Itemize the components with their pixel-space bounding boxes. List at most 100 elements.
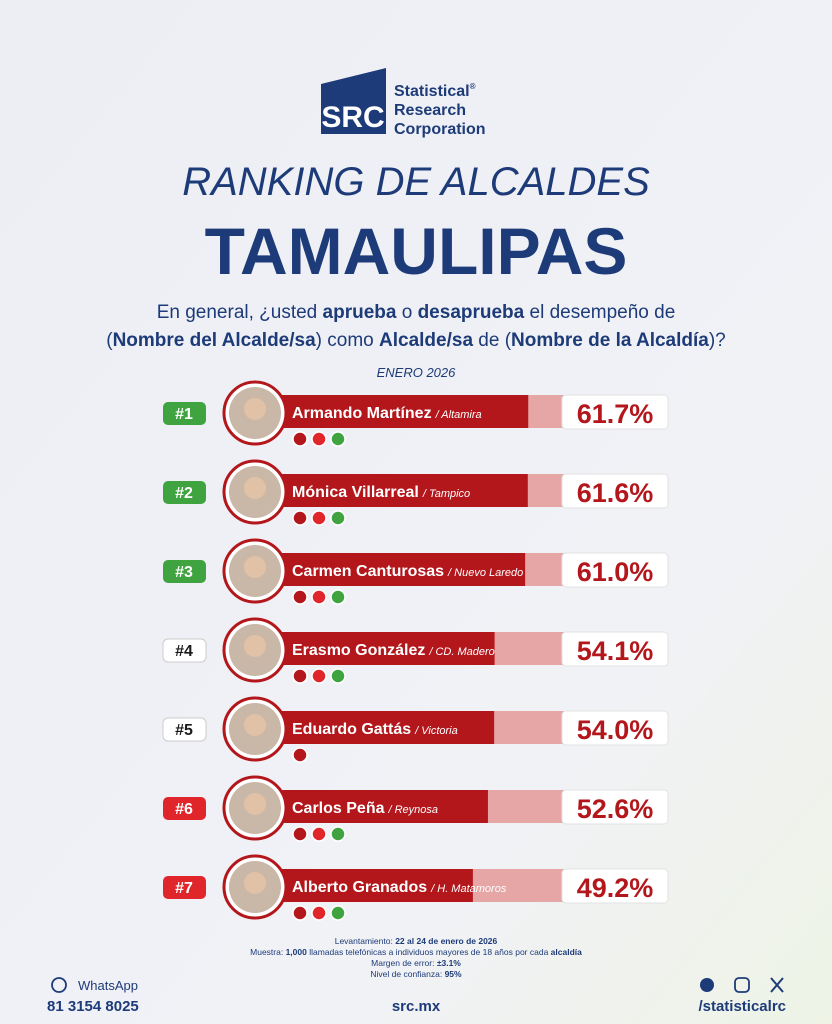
text-segment: 1,000 (286, 947, 308, 957)
state-title: TAMAULIPAS (205, 214, 628, 288)
text-segment: ±3.1% (437, 958, 461, 968)
photo-face (244, 398, 266, 420)
text-segment: de ( (473, 330, 512, 351)
text-segment: ) como (316, 330, 379, 351)
website[interactable]: src.mx (392, 998, 441, 1015)
party-icon (292, 905, 308, 921)
text-line: Levantamiento: 22 al 24 de enero de 2026 (335, 936, 498, 946)
city: / Tampico (422, 488, 470, 500)
title: RANKING DE ALCALDES (182, 160, 650, 204)
facebook-icon[interactable] (700, 978, 714, 992)
party-icon (311, 431, 327, 447)
party-icon (330, 589, 346, 605)
footer: WhatsApp 81 3154 8025 src.mx /statistica… (47, 977, 786, 1015)
city: / CD. Madero (428, 646, 494, 658)
bar (255, 553, 526, 586)
x-icon[interactable] (770, 977, 784, 993)
photo-face (244, 556, 266, 578)
mayor-name: Carlos Peña / Reynosa (292, 800, 438, 817)
photo-face (244, 477, 266, 499)
text-segment: Margen de error: (371, 958, 437, 968)
party-icon (311, 905, 327, 921)
logo-name: Statistical® (394, 82, 476, 100)
bar (255, 869, 473, 902)
text-segment: el desempeño de (524, 302, 675, 323)
logo-box (321, 68, 386, 134)
text-segment: alcaldía (551, 947, 582, 957)
text-segment: Levantamiento: (335, 936, 395, 946)
whatsapp-icon (51, 977, 67, 993)
rank-badge (163, 560, 206, 583)
instagram-icon[interactable] (734, 977, 750, 993)
text-line: Margen de error: ±3.1% (371, 958, 461, 968)
rank-label: #6 (175, 801, 193, 818)
photo-face (244, 714, 266, 736)
city: / Nuevo Laredo (447, 567, 523, 579)
value-label: 49.2% (577, 873, 654, 903)
rank-label: #3 (175, 564, 193, 581)
text-line: Nivel de confianza: 95% (370, 969, 462, 979)
text-segment: aprueba (323, 302, 397, 323)
mayor-name: Eduardo Gattás / Victoria (292, 721, 458, 738)
bar (255, 395, 529, 428)
mayor-name: Armando Martínez / Altamira (292, 405, 482, 422)
date: ENERO 2026 (377, 365, 457, 380)
text-segment: En general, ¿usted (157, 302, 323, 323)
value-label: 61.7% (577, 399, 654, 429)
rank-label: #5 (175, 722, 193, 739)
party-icon (330, 668, 346, 684)
text-segment: Alcalde/sa (379, 330, 473, 351)
value-label: 61.6% (577, 478, 654, 508)
rank-badge (162, 717, 207, 742)
text-line: Muestra: 1,000 llamadas telefónicas a in… (250, 947, 582, 957)
rank-label: #4 (175, 643, 193, 660)
rank-badge (163, 876, 206, 899)
photo-face (244, 872, 266, 894)
photo-face (244, 793, 266, 815)
logo-mark: SRC (321, 101, 384, 134)
bar (255, 474, 528, 507)
rank-label: #2 (175, 485, 193, 502)
mayor-name-text: Alberto Granados (292, 879, 427, 896)
rank-label: #1 (175, 406, 193, 423)
rank-badge (162, 638, 207, 663)
value-box (561, 394, 669, 430)
value-box (561, 868, 669, 904)
bar (255, 632, 495, 665)
mayor-name: Alberto Granados / H. Matamoros (292, 879, 507, 896)
photo-face (244, 635, 266, 657)
text-line: (Nombre del Alcalde/sa) como Alcalde/sa … (106, 330, 726, 351)
bar (255, 711, 495, 744)
text-segment: Nombre de la Alcaldía (511, 330, 709, 351)
value-box (561, 710, 669, 746)
party-icon (292, 668, 308, 684)
social-handle[interactable]: /statisticalrc (698, 998, 786, 1015)
mayor-name-text: Armando Martínez (292, 405, 432, 422)
rank-badge (163, 797, 206, 820)
value-label: 52.6% (577, 794, 654, 824)
text-segment: desaprueba (418, 302, 525, 323)
rank-badge (163, 402, 206, 425)
rank-label: #7 (175, 880, 193, 897)
text-segment: )? (709, 330, 726, 351)
party-icon (311, 510, 327, 526)
text-segment: 95% (445, 969, 462, 979)
mayor-name-text: Erasmo González (292, 642, 425, 659)
text-segment: ( (106, 330, 113, 351)
party-icon (292, 747, 308, 763)
bar (255, 790, 488, 823)
party-icon (292, 510, 308, 526)
party-icon (292, 589, 308, 605)
city: / H. Matamoros (430, 883, 507, 895)
party-icon (330, 510, 346, 526)
text-segment: llamadas telefónicas a individuos mayore… (307, 947, 551, 957)
mayor-name-text: Eduardo Gattás (292, 721, 411, 738)
mayor-name-text: Mónica Villarreal (292, 484, 419, 501)
city: / Altamira (435, 409, 482, 421)
mayor-name-text: Carlos Peña (292, 800, 385, 817)
text-segment: Nivel de confianza: (370, 969, 444, 979)
party-icon (311, 826, 327, 842)
mayor-name: Erasmo González / CD. Madero (292, 642, 495, 659)
city: / Reynosa (387, 804, 438, 816)
text-segment: Nombre del Alcalde/sa (113, 330, 317, 351)
